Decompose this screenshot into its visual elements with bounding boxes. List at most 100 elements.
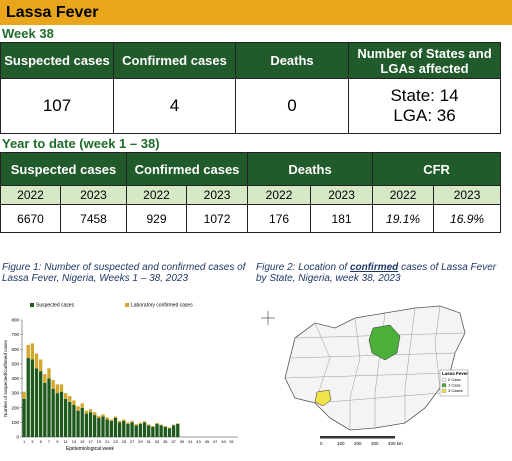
bar xyxy=(134,425,138,437)
legend-swatch xyxy=(441,388,447,393)
legend-label: 3 Cases xyxy=(448,388,463,393)
y-axis-label: Number of suspected/confirmed cases xyxy=(3,339,8,417)
compass xyxy=(261,311,275,325)
scale-label: 300 xyxy=(371,441,379,446)
section-title: Year to date (week 1 – 38) xyxy=(2,136,160,151)
header-cell: Suspected cases xyxy=(0,152,128,186)
bar xyxy=(43,382,47,437)
x-tick-label: 37 xyxy=(171,439,176,444)
header-cell: Confirmed cases xyxy=(126,152,249,186)
x-tick-label: 1 xyxy=(23,439,26,444)
x-tick-label: 11 xyxy=(64,439,69,444)
y-tick-label: 100 xyxy=(11,420,19,425)
bar xyxy=(155,423,159,437)
bar xyxy=(39,371,43,437)
cell: 7458 xyxy=(59,204,128,233)
cell: 0 xyxy=(235,78,349,134)
year-cell: 2022 xyxy=(372,185,435,205)
bar xyxy=(26,344,30,359)
bar xyxy=(159,425,163,437)
bar xyxy=(34,368,39,437)
bar xyxy=(126,423,130,437)
x-tick-label: 23 xyxy=(113,439,118,444)
bar xyxy=(59,384,64,392)
x-tick-label: 29 xyxy=(138,439,143,444)
bar xyxy=(113,417,118,437)
legend-title: Lassa Fever xyxy=(442,371,468,376)
header-cell: Deaths xyxy=(247,152,374,186)
legend-swatch xyxy=(30,303,34,307)
bar xyxy=(130,420,134,423)
bar xyxy=(63,398,68,437)
bar xyxy=(72,400,76,405)
bar xyxy=(176,423,180,437)
year-cell: 2022 xyxy=(0,185,61,205)
figure-caption: Figure 1: Number of suspected and confir… xyxy=(2,262,246,284)
header-cell: Suspected cases xyxy=(0,42,114,79)
figure-caption: Figure 2: Location of confirmed cases of… xyxy=(256,262,506,284)
bar xyxy=(109,419,113,421)
x-tick-label: 19 xyxy=(97,439,102,444)
bar xyxy=(26,358,30,437)
ytd-table: Suspected cases Confirmed cases Deaths CFR … xyxy=(0,152,502,233)
bar xyxy=(117,422,122,437)
cell: State: 14 LGA: 36 xyxy=(348,78,501,134)
bar xyxy=(147,424,151,426)
bar xyxy=(93,412,97,416)
x-tick-label: 17 xyxy=(88,439,93,444)
bar xyxy=(34,353,39,369)
x-tick-label: 49 xyxy=(221,439,226,444)
header-cell: Number of States and LGAs affected xyxy=(348,42,501,79)
y-tick-label: 500 xyxy=(11,361,19,366)
cell: 6670 xyxy=(0,204,61,233)
scale-label: 200 xyxy=(354,441,362,446)
bar xyxy=(22,398,26,437)
bar xyxy=(134,424,138,426)
x-tick-label: 5 xyxy=(40,439,43,444)
bar xyxy=(51,379,55,389)
page-title: Lassa Fever xyxy=(0,0,512,25)
caption-part: Figure 2: Location of xyxy=(256,262,350,273)
x-tick-label: 9 xyxy=(56,439,59,444)
cell: 176 xyxy=(247,204,312,233)
bar xyxy=(163,426,167,437)
bar xyxy=(68,396,72,402)
bar xyxy=(55,393,59,437)
bar xyxy=(30,359,35,437)
cell: 4 xyxy=(113,78,236,134)
legend-swatch xyxy=(441,377,447,382)
legend-swatch xyxy=(125,303,129,307)
region-highlight xyxy=(314,389,332,407)
x-tick-label: 51 xyxy=(230,439,235,444)
bar xyxy=(51,388,55,437)
scale-label: 100 xyxy=(337,441,345,446)
bar xyxy=(130,422,134,437)
y-tick-label: 700 xyxy=(11,332,19,337)
x-tick-label: 25 xyxy=(122,439,127,444)
bar xyxy=(155,422,159,424)
bar xyxy=(76,406,80,411)
legend-label: Laboratory confirmed cases xyxy=(131,303,193,309)
bar xyxy=(147,425,151,437)
year-cell: 2023 xyxy=(433,185,502,205)
x-tick-label: 35 xyxy=(163,439,168,444)
bar xyxy=(47,378,51,437)
bar xyxy=(88,412,93,437)
bar xyxy=(101,416,105,437)
bar xyxy=(171,425,176,437)
header-cell: Deaths xyxy=(235,42,349,79)
bar xyxy=(122,419,126,421)
y-tick-label: 800 xyxy=(11,318,19,323)
x-tick-label: 33 xyxy=(155,439,160,444)
cell: 929 xyxy=(126,204,188,233)
bar xyxy=(80,407,84,437)
cell: 19.1% xyxy=(372,204,435,233)
bar xyxy=(138,422,143,424)
y-tick-label: 200 xyxy=(11,405,19,410)
header-cell: CFR xyxy=(372,152,502,186)
bar xyxy=(22,391,26,399)
bar xyxy=(171,424,176,426)
bar xyxy=(109,420,113,437)
y-tick-label: 0 xyxy=(16,435,19,440)
